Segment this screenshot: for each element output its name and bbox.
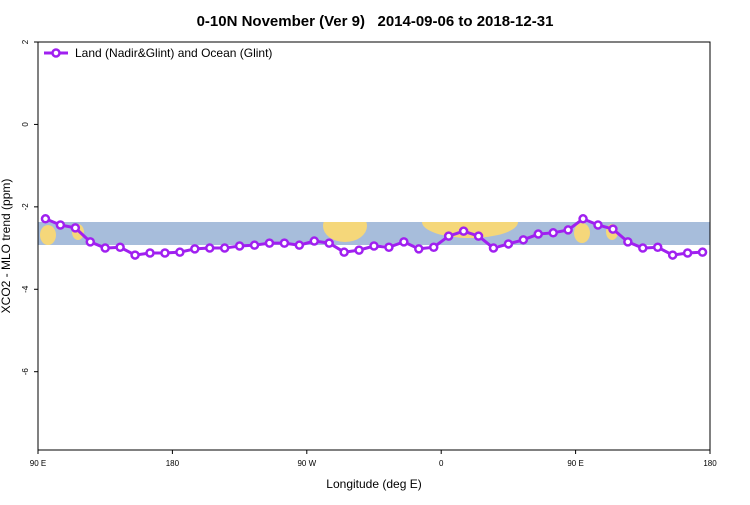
data-point (458, 226, 469, 236)
data-point (115, 242, 125, 252)
data-point (488, 243, 499, 253)
data-point (384, 242, 394, 252)
data-point (399, 237, 409, 247)
data-point (563, 225, 573, 235)
data-point (70, 223, 81, 233)
plot-frame (37, 41, 711, 451)
chart-title: 0-10N November (Ver 9) 2014-09-06 to 201… (197, 13, 554, 30)
data-point (279, 238, 290, 248)
data-point (204, 243, 215, 253)
data-point (443, 231, 454, 241)
data-point (145, 248, 155, 258)
data-point (503, 239, 514, 249)
x-tick-label: 0 (439, 459, 444, 468)
data-point (548, 228, 558, 238)
data-point (294, 240, 305, 250)
data-point (55, 220, 66, 230)
data-point (652, 242, 663, 252)
y-tick-label: -6 (21, 368, 30, 376)
y-tick-label: -4 (21, 285, 30, 293)
data-point (324, 238, 334, 248)
data-point (190, 244, 200, 254)
x-tick-label: 180 (166, 459, 180, 468)
data-point (682, 248, 693, 258)
data-point (414, 244, 424, 254)
data-point (473, 231, 484, 241)
data-point (175, 247, 185, 257)
x-axis-label: Longitude (deg E) (326, 477, 421, 491)
x-tick-label: 90 E (567, 459, 583, 468)
y-tick-label: 0 (21, 122, 30, 127)
data-point (40, 214, 51, 224)
data-point (623, 237, 633, 247)
map-background (38, 222, 710, 245)
y-tick-label: -2 (21, 203, 30, 211)
data-point (249, 240, 260, 250)
data-point (638, 243, 648, 253)
data-point (533, 229, 544, 239)
x-tick-label: 90 W (297, 459, 316, 468)
data-point (593, 220, 603, 230)
data-point (369, 241, 379, 251)
legend-label: Land (Nadir&Glint) and Ocean (Glint) (75, 46, 272, 60)
data-point (264, 238, 275, 248)
y-tick-label: 2 (21, 39, 30, 44)
data-point (578, 214, 588, 224)
data-point (309, 236, 320, 246)
data-point (85, 237, 96, 247)
data-point (234, 241, 245, 251)
data-point (160, 248, 170, 258)
data-point (219, 243, 230, 253)
x-tick-label: 90 E (30, 459, 46, 468)
x-tick-label: 180 (703, 459, 717, 468)
data-point (697, 247, 708, 257)
data-point (130, 250, 140, 260)
legend-marker (51, 48, 61, 58)
y-axis-label: XCO2 - MLO trend (ppm) (0, 179, 13, 314)
data-point (608, 224, 618, 234)
data-point (518, 235, 529, 245)
data-point (667, 250, 678, 260)
data-point (339, 247, 349, 257)
data-point (100, 243, 110, 253)
data-point (428, 242, 439, 252)
data-point (354, 245, 364, 255)
